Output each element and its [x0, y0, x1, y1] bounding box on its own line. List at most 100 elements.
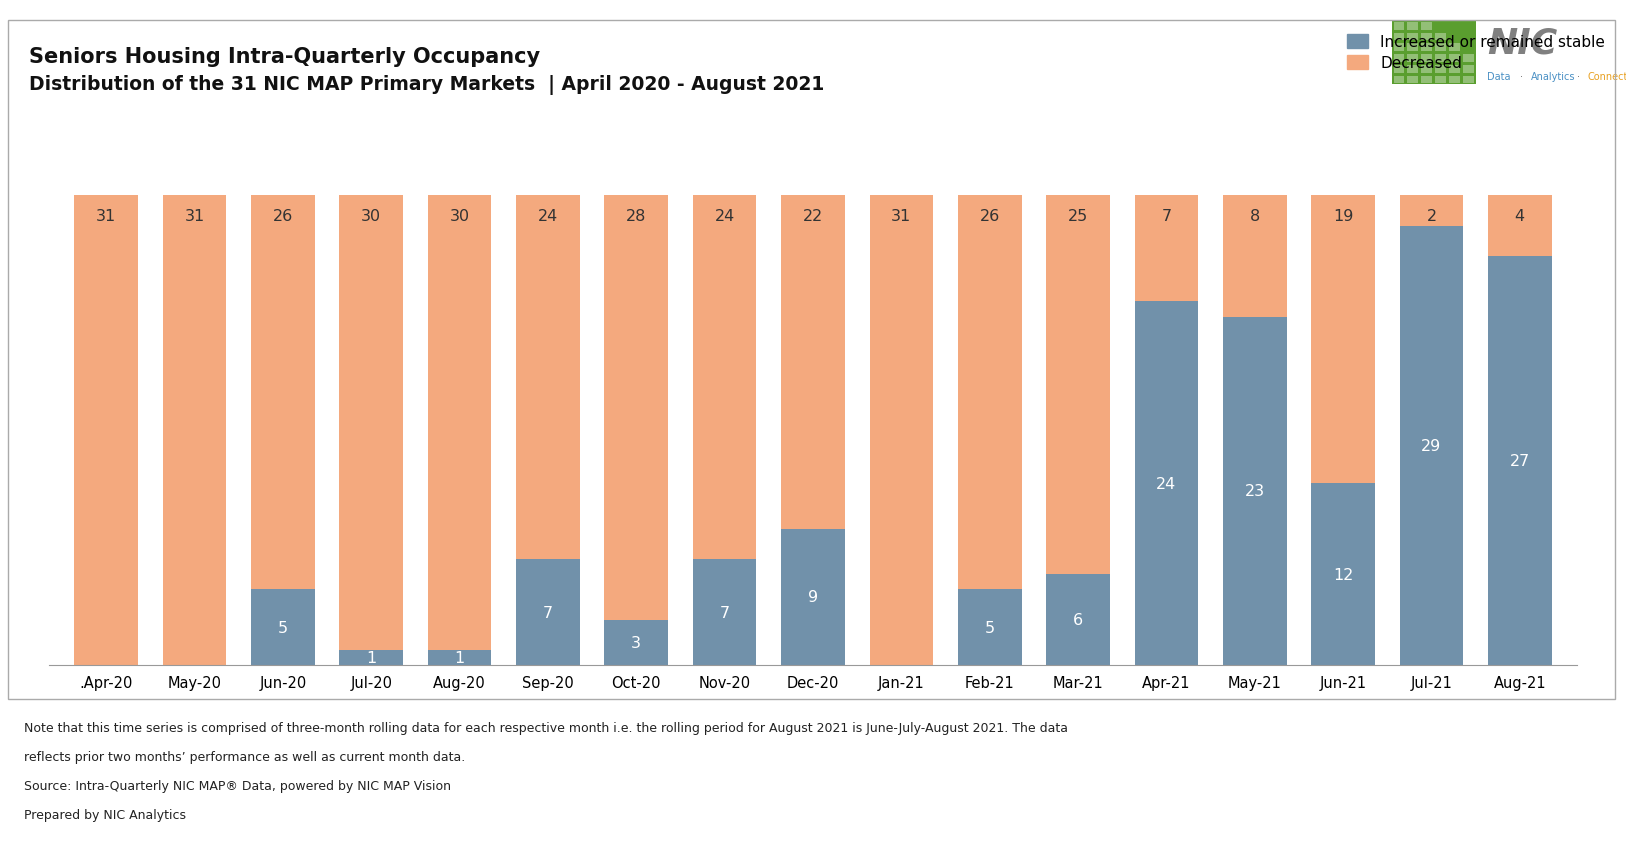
Bar — [1223, 317, 1286, 665]
Text: 30: 30 — [361, 208, 382, 223]
FancyBboxPatch shape — [1408, 44, 1418, 52]
Bar — [1488, 257, 1551, 665]
Text: 24: 24 — [538, 208, 558, 223]
Text: 24: 24 — [714, 208, 735, 223]
FancyBboxPatch shape — [1393, 55, 1405, 63]
Text: ·: · — [1577, 73, 1580, 82]
Text: 26: 26 — [979, 208, 1000, 223]
Text: 8: 8 — [1250, 208, 1260, 223]
Text: 5: 5 — [985, 620, 995, 635]
Text: 7: 7 — [720, 605, 730, 620]
Bar — [163, 196, 226, 665]
Text: 23: 23 — [1244, 484, 1265, 499]
Bar — [1311, 196, 1376, 484]
FancyBboxPatch shape — [1421, 66, 1433, 73]
Text: 31: 31 — [184, 208, 205, 223]
Text: 27: 27 — [1509, 454, 1530, 468]
FancyBboxPatch shape — [1408, 23, 1418, 31]
FancyBboxPatch shape — [1449, 77, 1460, 84]
FancyBboxPatch shape — [1436, 77, 1446, 84]
Text: 7: 7 — [543, 605, 553, 620]
Bar — [515, 560, 580, 665]
Bar — [428, 650, 491, 665]
Bar — [780, 196, 846, 529]
FancyBboxPatch shape — [1436, 55, 1446, 63]
Bar — [605, 620, 668, 665]
FancyBboxPatch shape — [1393, 23, 1405, 31]
Bar — [870, 196, 933, 665]
Text: Prepared by NIC Analytics: Prepared by NIC Analytics — [24, 808, 187, 821]
Bar — [1046, 575, 1111, 665]
Text: 2: 2 — [1426, 208, 1436, 223]
Text: 31: 31 — [96, 208, 117, 223]
Text: Note that this time series is comprised of three-month rolling data for each res: Note that this time series is comprised … — [24, 721, 1068, 734]
Bar — [1311, 484, 1376, 665]
Text: 6: 6 — [1073, 612, 1083, 628]
Text: ·: · — [1520, 73, 1522, 82]
Text: NIC: NIC — [1486, 26, 1558, 61]
Text: Data: Data — [1486, 73, 1511, 82]
Bar — [605, 196, 668, 620]
Text: 19: 19 — [1333, 208, 1353, 223]
Text: 30: 30 — [449, 208, 470, 223]
Text: 22: 22 — [803, 208, 823, 223]
FancyBboxPatch shape — [1436, 66, 1446, 73]
Text: 5: 5 — [278, 620, 288, 635]
Bar — [1046, 196, 1111, 575]
FancyBboxPatch shape — [1449, 44, 1460, 52]
Bar — [693, 560, 756, 665]
Text: 28: 28 — [626, 208, 647, 223]
Bar — [1400, 226, 1463, 665]
Bar — [1488, 196, 1551, 257]
FancyBboxPatch shape — [1463, 77, 1473, 84]
Text: Source: Intra-Quarterly NIC MAP® Data, powered by NIC MAP Vision: Source: Intra-Quarterly NIC MAP® Data, p… — [24, 779, 452, 792]
FancyBboxPatch shape — [1408, 66, 1418, 73]
FancyBboxPatch shape — [1393, 66, 1405, 73]
Bar — [958, 589, 1021, 665]
Text: Distribution of the 31 NIC MAP Primary Markets  | April 2020 - August 2021: Distribution of the 31 NIC MAP Primary M… — [29, 75, 824, 95]
FancyBboxPatch shape — [1408, 55, 1418, 63]
Bar — [250, 196, 315, 589]
Bar — [1135, 302, 1198, 665]
Bar — [1135, 196, 1198, 302]
Text: 25: 25 — [1068, 208, 1088, 223]
Legend: Increased or remained stable, Decreased: Increased or remained stable, Decreased — [1346, 35, 1605, 71]
FancyBboxPatch shape — [1393, 44, 1405, 52]
Bar — [1400, 196, 1463, 226]
FancyBboxPatch shape — [1393, 77, 1405, 84]
Text: Seniors Housing Intra-Quarterly Occupancy: Seniors Housing Intra-Quarterly Occupanc… — [29, 47, 540, 67]
Text: 26: 26 — [273, 208, 293, 223]
FancyBboxPatch shape — [1408, 77, 1418, 84]
FancyBboxPatch shape — [1449, 55, 1460, 63]
FancyBboxPatch shape — [1436, 44, 1446, 52]
Text: 12: 12 — [1333, 567, 1353, 582]
Bar — [250, 589, 315, 665]
Text: 24: 24 — [1156, 476, 1177, 491]
Bar — [958, 196, 1021, 589]
Text: 3: 3 — [631, 635, 641, 650]
Bar — [340, 196, 403, 650]
FancyBboxPatch shape — [1421, 55, 1433, 63]
Bar — [75, 196, 138, 665]
Text: 7: 7 — [1161, 208, 1171, 223]
Text: 31: 31 — [891, 208, 912, 223]
FancyBboxPatch shape — [1393, 33, 1405, 41]
FancyBboxPatch shape — [1463, 66, 1473, 73]
Text: Connections: Connections — [1587, 73, 1626, 82]
Text: 29: 29 — [1421, 438, 1442, 454]
FancyBboxPatch shape — [1421, 77, 1433, 84]
FancyBboxPatch shape — [1421, 44, 1433, 52]
Text: 1: 1 — [366, 650, 376, 665]
FancyBboxPatch shape — [1449, 66, 1460, 73]
Bar — [428, 196, 491, 650]
Bar — [1223, 196, 1286, 317]
Text: 4: 4 — [1515, 208, 1525, 223]
Text: 1: 1 — [455, 650, 465, 665]
Bar — [340, 650, 403, 665]
FancyBboxPatch shape — [1463, 55, 1473, 63]
Text: reflects prior two months’ performance as well as current month data.: reflects prior two months’ performance a… — [24, 750, 465, 763]
FancyBboxPatch shape — [1421, 33, 1433, 41]
FancyBboxPatch shape — [1421, 23, 1433, 31]
FancyBboxPatch shape — [1436, 33, 1446, 41]
Text: 9: 9 — [808, 589, 818, 605]
